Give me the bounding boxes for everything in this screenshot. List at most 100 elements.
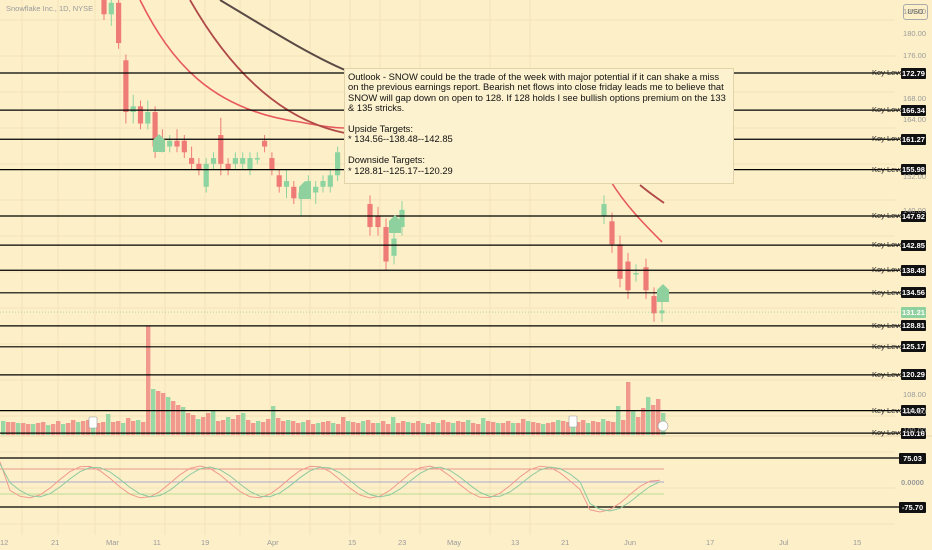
x-axis-tick-label: May bbox=[447, 538, 462, 547]
ema-mid-line bbox=[639, 184, 665, 204]
volume-bar bbox=[271, 406, 276, 435]
candle-body bbox=[240, 158, 246, 164]
volume-bar bbox=[366, 420, 371, 435]
volume-bar bbox=[131, 421, 136, 435]
x-axis-tick-label: 13 bbox=[511, 538, 520, 547]
volume-bar bbox=[311, 424, 316, 435]
volume-bar bbox=[616, 406, 621, 435]
symbol-title: Snowflake Inc., 1D, NYSE bbox=[6, 4, 94, 13]
volume-bar bbox=[126, 418, 131, 435]
volume-bar bbox=[466, 420, 471, 435]
candle-body bbox=[601, 204, 607, 216]
volume-bar bbox=[406, 422, 411, 435]
volume-bar bbox=[486, 421, 491, 435]
volume-bar bbox=[331, 423, 336, 435]
key-level-price-badge: 138.48 bbox=[901, 264, 926, 276]
volume-bar bbox=[201, 417, 206, 435]
volume-bar bbox=[156, 391, 161, 435]
x-axis-tick-label: 23 bbox=[398, 538, 407, 547]
volume-bar bbox=[586, 423, 591, 435]
currency-button[interactable]: USD bbox=[903, 4, 928, 20]
volume-bar bbox=[241, 413, 246, 435]
volume-bar bbox=[91, 424, 96, 435]
volume-bar bbox=[251, 423, 256, 435]
price-axis-label: 180.00 bbox=[903, 29, 926, 38]
candle-body bbox=[210, 158, 217, 164]
x-axis-tick-label: 11 bbox=[153, 538, 161, 547]
candle-body bbox=[196, 163, 202, 170]
oscillator-level-badge: 75.03 bbox=[899, 452, 926, 464]
volume-bar bbox=[56, 421, 61, 435]
earnings-badge-icon bbox=[568, 415, 578, 428]
volume-bar bbox=[1, 421, 6, 435]
volume-bar bbox=[296, 423, 301, 435]
volume-bar bbox=[161, 393, 166, 435]
volume-bar bbox=[101, 422, 106, 435]
candle-body bbox=[137, 106, 144, 124]
key-level-label: Key Level bbox=[872, 320, 905, 330]
volume-bar bbox=[386, 424, 391, 435]
volume-bar bbox=[581, 420, 586, 435]
candle-body bbox=[617, 244, 623, 279]
volume-bar bbox=[86, 420, 91, 435]
price-axis-label: 184.00 bbox=[903, 7, 926, 16]
candle-body bbox=[320, 181, 326, 187]
key-level-price-badge: 134.56 bbox=[901, 287, 926, 299]
volume-bar bbox=[436, 423, 441, 435]
volume-bar bbox=[41, 422, 46, 435]
volume-bar bbox=[71, 420, 76, 435]
chart-markers bbox=[88, 134, 669, 432]
volume-bar bbox=[571, 423, 576, 435]
volume-bar bbox=[606, 421, 611, 435]
x-axis-tick-label: 21 bbox=[51, 538, 60, 547]
price-axis-label: 104.00 bbox=[903, 407, 926, 416]
signal-arrow-marker bbox=[657, 284, 669, 302]
volume-bar bbox=[76, 422, 81, 435]
candle-body bbox=[218, 135, 224, 164]
volume-bar bbox=[11, 422, 16, 435]
volume-bar bbox=[631, 410, 636, 435]
price-axis-label: 152.00 bbox=[903, 172, 926, 181]
volume-bar bbox=[401, 421, 406, 435]
volume-bar bbox=[481, 418, 486, 435]
volume-bar bbox=[336, 424, 341, 435]
volume-bar bbox=[51, 424, 56, 435]
candle-body bbox=[609, 221, 615, 245]
volume-bar bbox=[376, 423, 381, 435]
key-level-label: Key Level bbox=[872, 428, 905, 438]
candle-body bbox=[101, 0, 107, 15]
volume-bar bbox=[61, 424, 66, 435]
volume-bar bbox=[291, 421, 296, 435]
volume-bar bbox=[641, 408, 646, 435]
volume-bar bbox=[121, 423, 126, 435]
moving-averages bbox=[139, 0, 665, 243]
volume-bar bbox=[446, 422, 451, 435]
price-axis-label: 108.00 bbox=[903, 390, 926, 399]
volume-bar bbox=[636, 417, 641, 435]
key-level-label: Key Level bbox=[872, 369, 905, 379]
candle-body bbox=[651, 296, 657, 314]
price-axis-label: 100.00 bbox=[903, 426, 926, 435]
candle-body bbox=[313, 186, 319, 193]
candle-body bbox=[399, 209, 405, 228]
price-axis-label: 164.00 bbox=[903, 115, 926, 124]
volume-bar bbox=[626, 382, 631, 435]
volume-bar bbox=[176, 405, 181, 435]
volume-bar bbox=[136, 420, 141, 435]
oscillator-pane bbox=[0, 457, 900, 513]
volume-bar bbox=[46, 425, 51, 435]
volume-bar bbox=[356, 423, 361, 435]
key-level-label: Key Level bbox=[872, 405, 905, 415]
candle-body bbox=[225, 163, 231, 170]
volume-bar bbox=[141, 422, 146, 435]
volume-bar bbox=[306, 420, 311, 435]
key-level-price-badge: 155.98 bbox=[901, 164, 926, 176]
candle-body bbox=[152, 112, 158, 147]
volume-bar bbox=[231, 419, 236, 435]
candle-body bbox=[254, 158, 260, 160]
candle-body bbox=[375, 215, 381, 228]
volume-bar bbox=[511, 423, 516, 435]
key-level-label: Key Level bbox=[872, 68, 905, 77]
volume-bar bbox=[371, 423, 376, 435]
key-level-label: Key Level bbox=[872, 287, 905, 297]
